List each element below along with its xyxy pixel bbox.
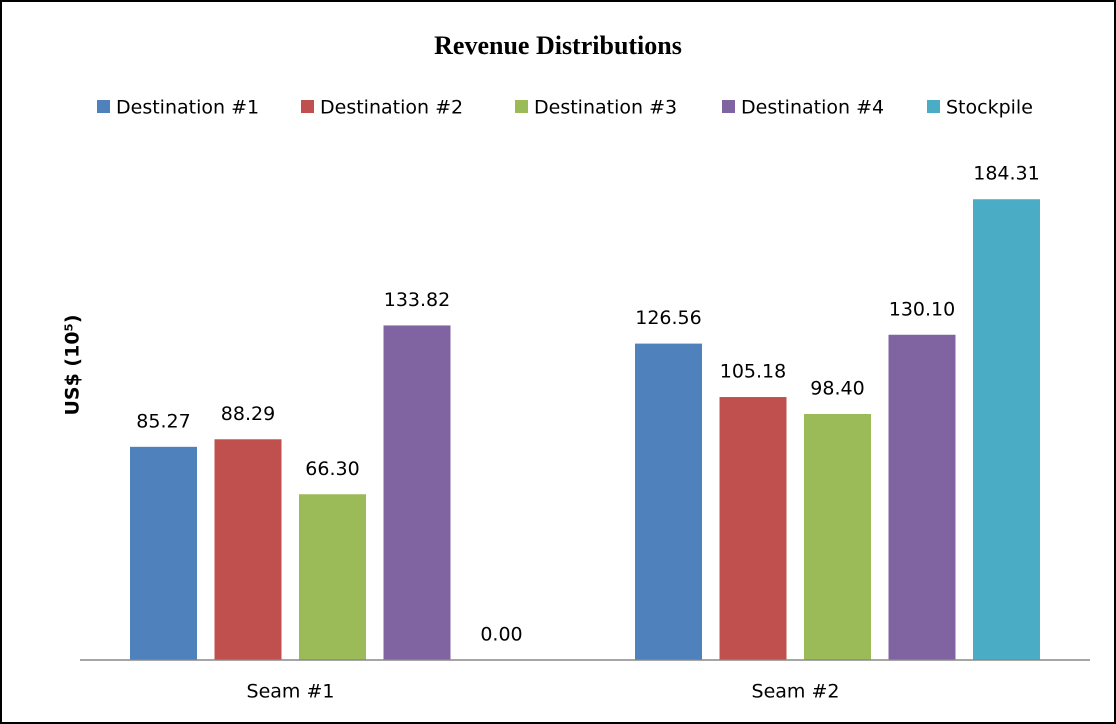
bar (804, 414, 871, 660)
data-label: 66.30 (305, 458, 359, 480)
bar (719, 397, 787, 660)
bar (383, 325, 451, 660)
legend-label: Destination #1 (116, 97, 259, 119)
bar (888, 334, 956, 660)
x-tick-label: Seam #1 (247, 681, 335, 703)
data-label: 98.40 (810, 378, 864, 400)
bar (299, 494, 366, 660)
data-label: 105.18 (720, 361, 786, 383)
y-axis-label: US$ (10⁵) (62, 314, 84, 415)
data-label: 0.00 (480, 624, 522, 646)
legend-label: Destination #4 (741, 97, 884, 119)
legend-label: Destination #2 (320, 97, 463, 119)
data-label: 130.10 (889, 298, 955, 320)
x-tick-label: Seam #2 (752, 681, 840, 703)
bar (635, 343, 702, 660)
legend-swatch (97, 100, 110, 113)
data-label: 133.82 (384, 289, 450, 311)
data-label: 184.31 (973, 163, 1039, 185)
data-label: 126.56 (635, 307, 701, 329)
legend-swatch (301, 100, 314, 113)
legend-label: Destination #3 (534, 97, 677, 119)
legend-swatch (927, 100, 940, 113)
chart-title: Revenue Distributions (434, 31, 682, 60)
bar (130, 446, 197, 660)
bar (973, 199, 1040, 660)
data-label: 85.27 (136, 410, 190, 432)
legend-swatch (515, 100, 528, 113)
data-label: 88.29 (221, 403, 275, 425)
legend-swatch (722, 100, 735, 113)
bar (214, 439, 282, 660)
legend-label: Stockpile (946, 97, 1033, 119)
